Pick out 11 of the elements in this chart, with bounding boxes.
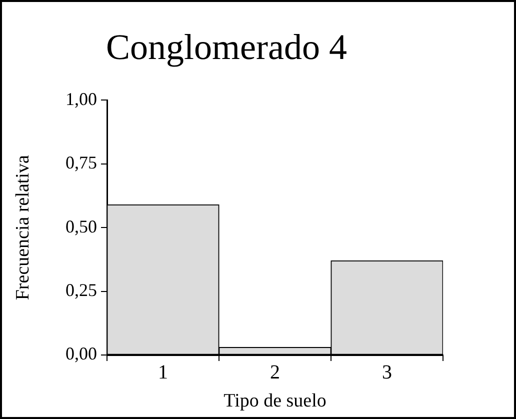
- y-tick-label: 1,00: [66, 88, 97, 109]
- x-tick-label: 2: [270, 361, 280, 384]
- x-tick-label: 3: [382, 361, 392, 384]
- y-tick-label: 0,50: [66, 216, 97, 236]
- chart-title: Conglomerado 4: [106, 27, 347, 68]
- x-tick-label: 1: [158, 361, 168, 384]
- y-tick-label: 0,25: [66, 280, 97, 300]
- y-tick-label: 0,00: [66, 344, 97, 364]
- y-tick-label: 0,75: [66, 152, 97, 173]
- x-axis-title: Tipo de suelo: [224, 390, 326, 412]
- y-axis-title: Frecuencia relativa: [12, 154, 34, 300]
